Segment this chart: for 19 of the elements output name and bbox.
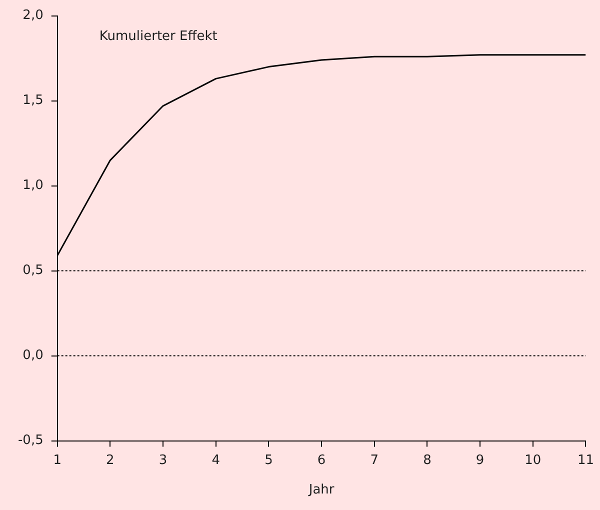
y-tick-label: -0,5	[18, 433, 44, 448]
x-axis-title: Jahr	[308, 482, 335, 498]
x-tick-label: 2	[106, 452, 114, 468]
x-tick-label: 3	[158, 452, 168, 468]
y-tick-label: 2,0	[22, 8, 44, 24]
x-tick-label: 7	[370, 452, 379, 468]
annotation: Kumulierter Effekt	[99, 29, 218, 44]
x-tick-label: 5	[264, 452, 273, 468]
x-tick-label: 10	[524, 452, 542, 468]
x-tick-label: 4	[212, 452, 220, 468]
y-tick-label: 0,0	[22, 348, 44, 364]
x-tick-label: 9	[476, 452, 484, 468]
x-tick-label: 8	[423, 452, 432, 468]
y-tick-label: 0,5	[22, 263, 44, 278]
y-tick-label: 1,5	[22, 93, 44, 108]
y-tick-label: 1,0	[22, 178, 44, 194]
x-tick-label: 6	[317, 452, 326, 468]
x-tick-label: 1	[53, 452, 62, 468]
x-tick-label: 11	[577, 452, 594, 468]
